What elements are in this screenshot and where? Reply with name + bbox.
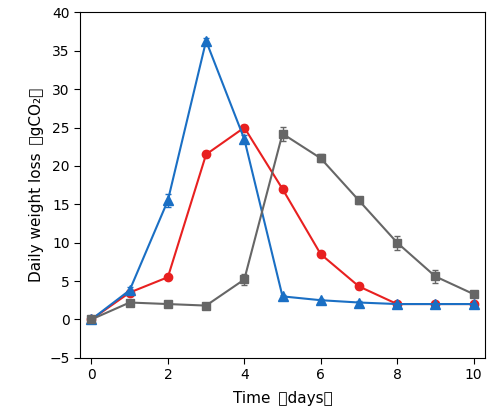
X-axis label: Time  （days）: Time （days）: [232, 391, 332, 406]
Y-axis label: Daily weight loss  （gCO₂）: Daily weight loss （gCO₂）: [28, 88, 44, 282]
